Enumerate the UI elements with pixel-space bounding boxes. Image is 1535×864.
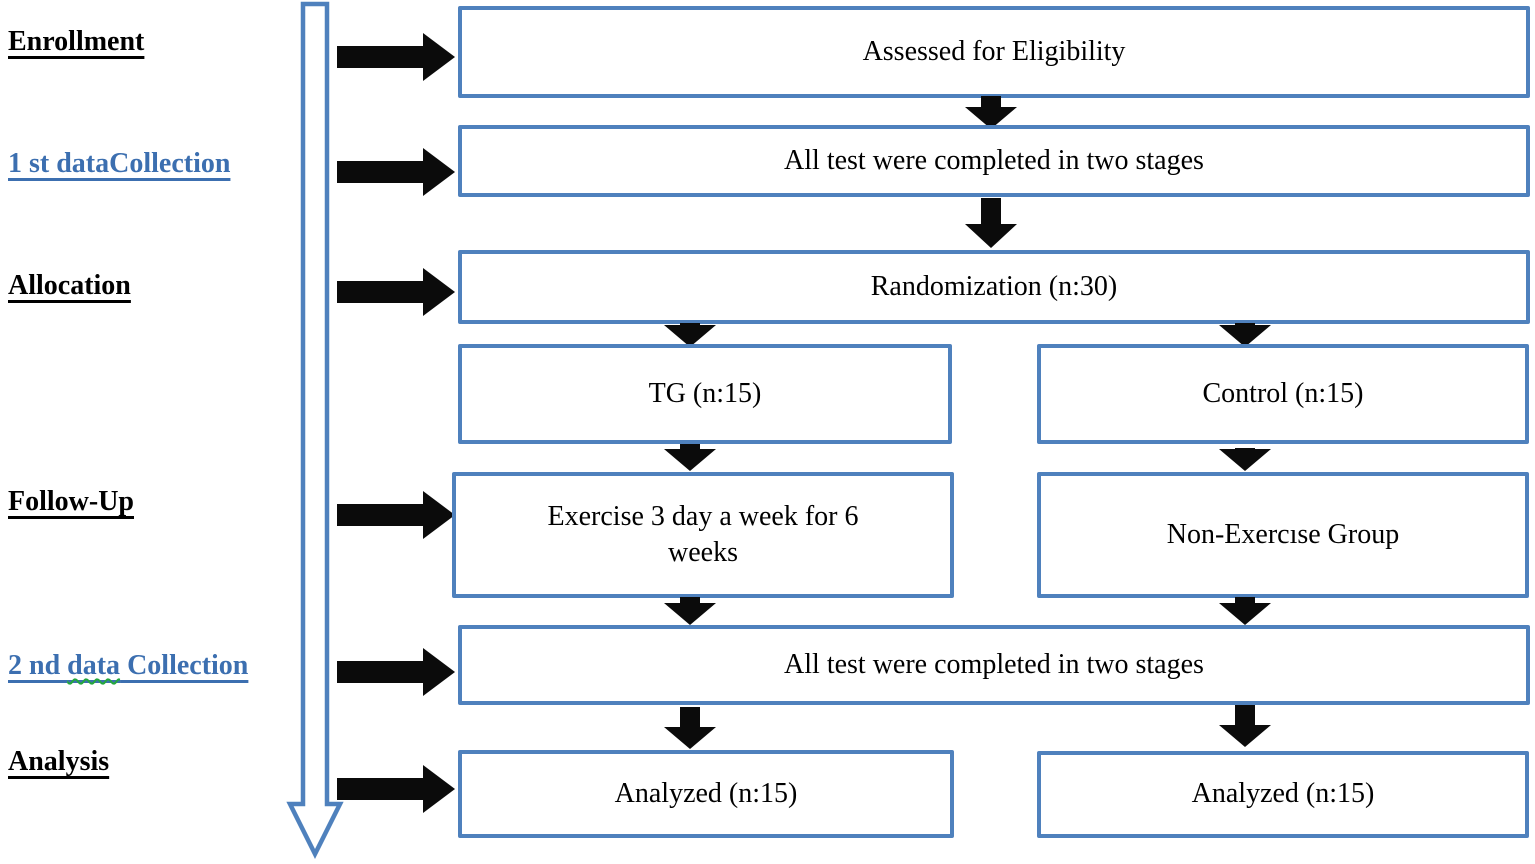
box-first-tests: All test were completed in two stages xyxy=(458,125,1530,197)
right-arrow-second-data-icon xyxy=(337,644,455,700)
down-arrow-to-control-icon xyxy=(1219,323,1271,347)
label-part: 2 nd xyxy=(8,650,68,681)
down-arrow-to-analyzed-right-icon xyxy=(1219,705,1271,747)
stage-label-enrollment: Enrollment xyxy=(8,26,145,57)
right-arrow-first-data-icon xyxy=(337,144,455,200)
right-arrow-allocation-icon xyxy=(337,264,455,320)
vertical-timeline-arrow-icon xyxy=(286,0,346,862)
box-randomization-text: Randomization (n:30) xyxy=(870,270,1118,302)
right-arrow-analysis-icon xyxy=(337,761,455,817)
box-analyzed-tg: Analyzed (n:15) xyxy=(458,750,954,838)
down-arrow-to-analyzed-left-icon xyxy=(664,707,716,749)
box-tg-group: TG (n:15) xyxy=(458,344,952,444)
down-arrow-right-to-second-tests-icon xyxy=(1219,597,1271,625)
down-arrow-to-non-exercise-icon xyxy=(1219,448,1271,471)
box-analyzed-control: Analyzed (n:15) xyxy=(1037,751,1529,838)
down-arrow-to-tg-icon xyxy=(664,323,716,347)
box-analyzed-control-text: Analyzed (n:15) xyxy=(1191,778,1375,810)
stage-label-analysis: Analysis xyxy=(8,746,110,777)
stage-label-follow-up: Follow-Up xyxy=(8,486,134,517)
down-arrow-to-randomization-icon xyxy=(965,198,1017,248)
box-assessed-eligibility-text: Assessed for Eligibility xyxy=(862,35,1126,67)
right-arrow-enrollment-icon xyxy=(337,29,455,85)
down-arrow-to-first-tests-icon xyxy=(965,96,1017,129)
down-arrow-to-exercise-icon xyxy=(664,444,716,471)
right-arrow-follow-up-icon xyxy=(337,487,455,543)
box-control-group-text: Control (n:15) xyxy=(1202,377,1364,409)
stage-label-second-data-collection: 2 nd data Collection xyxy=(8,650,248,682)
box-tg-group-text: TG (n:15) xyxy=(648,377,762,409)
label-part: Collection xyxy=(120,650,249,681)
box-first-tests-text: All test were completed in two stages xyxy=(784,144,1204,176)
box-control-group: Control (n:15) xyxy=(1037,344,1529,444)
box-exercise-program: Exercise 3 day a week for 6 weeks xyxy=(452,472,954,598)
box-second-tests-text: All test were completed in two stages xyxy=(784,648,1204,680)
down-arrow-left-to-second-tests-icon xyxy=(664,597,716,625)
box-randomization: Randomization (n:30) xyxy=(458,250,1530,324)
stage-label-allocation: Allocation xyxy=(8,270,131,301)
box-analyzed-tg-text: Analyzed (n:15) xyxy=(614,777,798,809)
box-assessed-eligibility: Assessed for Eligibility xyxy=(458,6,1530,98)
box-exercise-program-text: Exercise 3 day a week for 6 weeks xyxy=(547,500,859,568)
box-non-exercise-group: Non-Exercıse Group xyxy=(1037,472,1529,598)
stage-label-first-data-collection: 1 st dataCollection xyxy=(8,148,231,179)
box-second-tests: All test were completed in two stages xyxy=(458,625,1530,705)
box-non-exercise-group-text: Non-Exercıse Group xyxy=(1166,518,1400,550)
spellcheck-squiggle-word: data xyxy=(67,650,121,681)
